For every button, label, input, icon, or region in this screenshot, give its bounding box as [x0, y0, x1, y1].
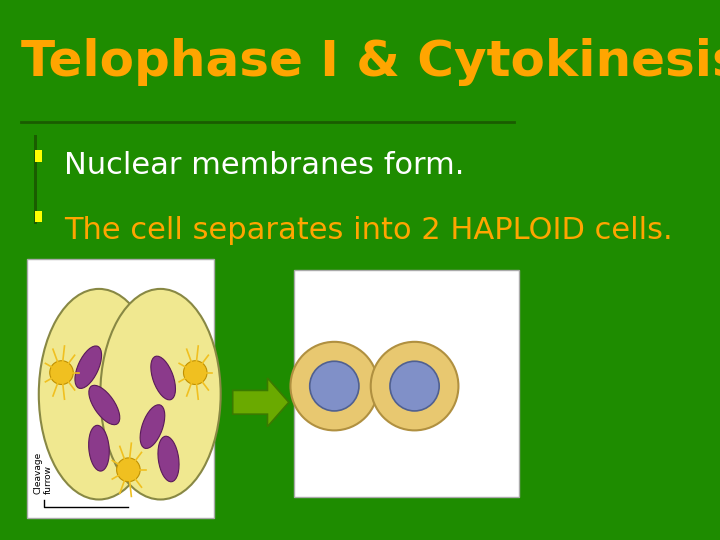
Ellipse shape: [89, 426, 109, 471]
Text: Nuclear membranes form.: Nuclear membranes form.: [64, 151, 464, 180]
Polygon shape: [233, 378, 289, 427]
Circle shape: [390, 361, 439, 411]
Circle shape: [310, 361, 359, 411]
Text: The cell separates into 2 HAPLOID cells.: The cell separates into 2 HAPLOID cells.: [64, 216, 672, 245]
Circle shape: [184, 361, 207, 384]
Circle shape: [290, 342, 378, 430]
Circle shape: [371, 342, 459, 430]
Circle shape: [117, 458, 140, 482]
Circle shape: [50, 361, 73, 384]
Bar: [34, 135, 37, 224]
Bar: [294, 270, 519, 497]
Bar: [27, 259, 214, 518]
Ellipse shape: [150, 356, 176, 400]
Ellipse shape: [89, 386, 120, 424]
Ellipse shape: [75, 346, 102, 388]
Ellipse shape: [39, 289, 159, 500]
Bar: [35, 211, 42, 222]
Text: Cleavage
furrow: Cleavage furrow: [33, 452, 53, 494]
Ellipse shape: [140, 405, 165, 448]
Ellipse shape: [100, 289, 220, 500]
Ellipse shape: [158, 436, 179, 482]
Text: Telophase I & Cytokinesis: Telophase I & Cytokinesis: [22, 38, 720, 86]
Bar: [35, 150, 42, 162]
